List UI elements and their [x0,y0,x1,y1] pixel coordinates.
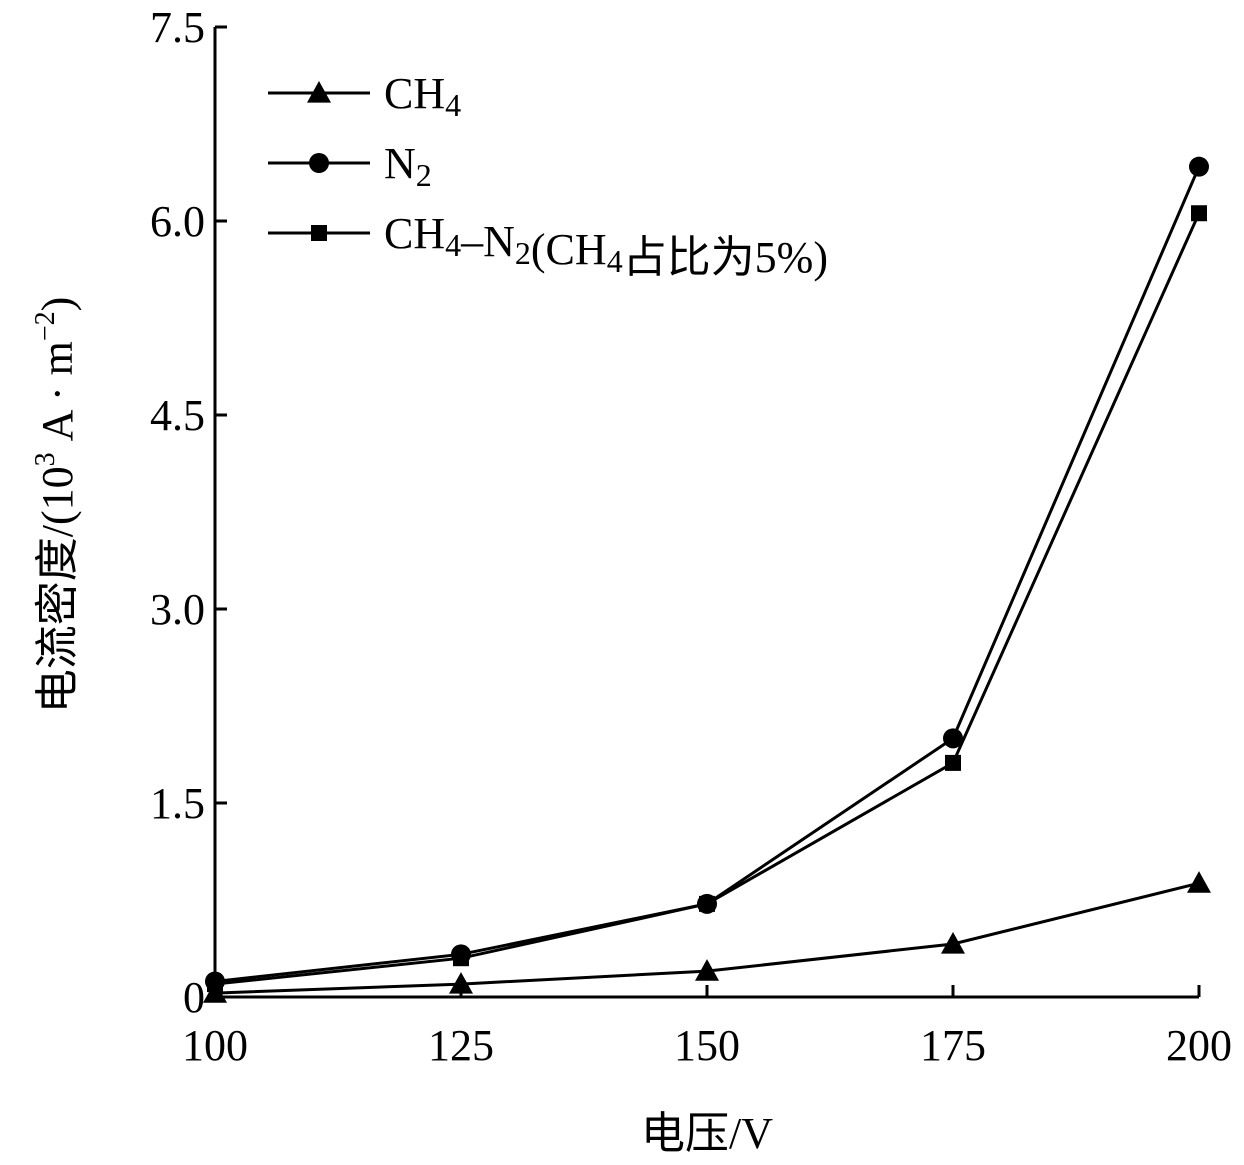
x-tick-label: 100 [182,1021,248,1070]
legend-marker-1 [309,153,329,173]
data-point [453,950,469,967]
y-tick-label: 3.0 [150,585,205,634]
data-point [945,754,961,771]
y-tick-label: 0 [183,973,205,1022]
y-axis-title-main: 电流密度/(10 [33,466,82,713]
y-axis-title-sup: 3 [30,452,61,466]
legend-marker-2 [311,225,327,241]
legend: CH4 N2 CH4–N2(CH4占比为5%) [268,69,828,282]
x-axis-title: 电压/V [641,1109,773,1158]
data-point [1189,156,1209,177]
data-point [207,976,223,993]
legend-label-2: CH4–N2(CH4占比为5%) [384,209,828,282]
y-tick-label: 1.5 [150,779,205,828]
data-point [1187,871,1211,893]
y-axis-title-end: ) [33,297,82,312]
series-layer [203,156,1211,1003]
axes: 0 1.5 3.0 4.5 6.0 7.5 100 125 150 175 200 [150,3,1232,1070]
legend-label-1: N2 [384,139,432,193]
y-tick-label: 6.0 [150,197,205,246]
data-point [1191,205,1207,222]
series-2 [207,205,1207,993]
data-point [699,895,715,912]
y-tick-label: 4.5 [150,391,205,440]
legend-label-0: CH4 [384,69,461,123]
series-0 [203,871,1211,1003]
y-tick-label: 7.5 [150,3,205,52]
x-tick-label: 125 [428,1021,494,1070]
series-line-2 [214,212,1201,986]
y-axis-title-tail: A · m [33,341,82,452]
legend-marker-0 [307,81,331,103]
y-axis-title-sup2: −2 [30,311,61,341]
data-point [943,728,963,749]
series-line-1 [214,166,1201,983]
x-tick-label: 200 [1166,1021,1232,1070]
x-tick-label: 175 [920,1021,986,1070]
data-point [695,959,719,981]
x-tick-label: 150 [674,1021,740,1070]
data-point [449,972,473,994]
y-axis-title: 电流密度/(103 A · m−2) [30,297,82,714]
data-point [941,931,965,954]
